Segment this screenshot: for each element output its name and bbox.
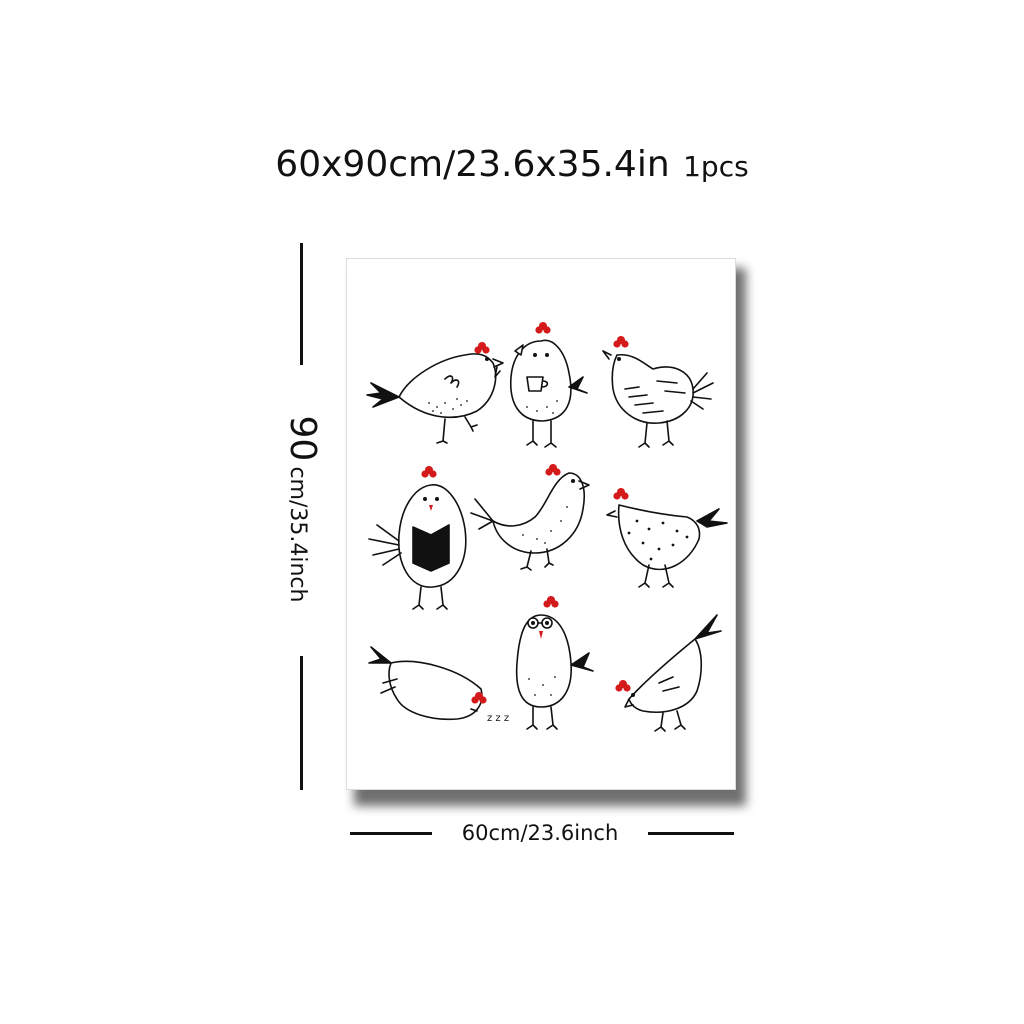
chicken-artwork: z z z <box>366 322 728 732</box>
size-title: 60x90cm/23.6x35.4in 1pcs <box>0 140 1024 190</box>
width-dimension-label: 60cm/23.6inch <box>461 821 619 845</box>
height-dimension-line-bottom <box>300 656 303 790</box>
chicken-pecking <box>470 464 590 571</box>
quantity-text: 1pcs <box>683 150 749 183</box>
width-dimension-line-left <box>350 832 432 835</box>
chicken-coffee <box>509 322 588 448</box>
chicken-glasses <box>515 596 594 730</box>
chicken-sleeping: z z z <box>368 646 509 724</box>
chicken-striped <box>602 336 714 448</box>
height-number: 90 <box>282 415 323 462</box>
chicken-walking <box>366 342 504 444</box>
canvas-print: z z z <box>346 258 736 790</box>
chicken-bending <box>615 614 722 732</box>
sleep-text: z z z <box>487 713 509 724</box>
width-dimension-line-right <box>648 832 734 835</box>
size-text: 60x90cm/23.6x35.4in <box>275 144 670 185</box>
height-unit-text: cm/35.4inch <box>285 466 310 603</box>
height-dimension-line-top <box>300 243 303 365</box>
chicken-reading <box>368 466 467 610</box>
chicken-polka-dot <box>606 488 728 588</box>
